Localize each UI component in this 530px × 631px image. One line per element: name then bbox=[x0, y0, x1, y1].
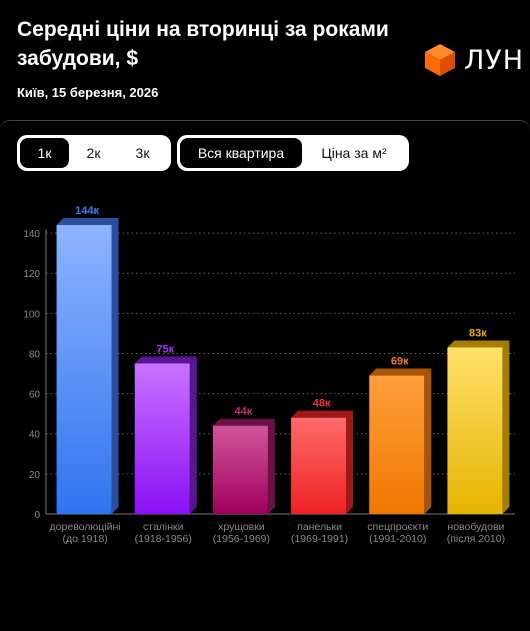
bar-value-label: 75к bbox=[156, 344, 174, 356]
x-category-label: (до 1918) bbox=[62, 533, 107, 545]
bar bbox=[447, 347, 503, 514]
x-category-label: (1918-1956) bbox=[135, 533, 192, 545]
x-category-label: (1969-1991) bbox=[291, 533, 348, 545]
bar-top bbox=[369, 368, 432, 376]
bar-side bbox=[189, 356, 197, 514]
bar bbox=[369, 375, 425, 514]
y-tick-label: 60 bbox=[29, 390, 41, 401]
y-tick-label: 100 bbox=[23, 309, 40, 320]
x-category-label: (1991-2010) bbox=[369, 533, 426, 545]
x-category-label: хрущовки bbox=[218, 521, 265, 533]
y-tick-label: 120 bbox=[23, 269, 40, 280]
rooms-option-2[interactable]: 2к bbox=[86, 145, 101, 161]
rooms-selector: 1к 2к 3к bbox=[17, 135, 171, 171]
bar-side bbox=[267, 418, 275, 514]
bar-top bbox=[447, 340, 510, 348]
bar-top bbox=[212, 418, 275, 426]
y-tick-label: 0 bbox=[34, 510, 40, 521]
bar-chart: 0 20 40 60 80 100 120 140 144к дореволюційні(до 1… bbox=[23, 205, 515, 545]
bar-side bbox=[502, 340, 510, 514]
y-tick-label: 140 bbox=[23, 229, 40, 240]
bar-value-label: 44к bbox=[235, 406, 253, 418]
y-tick-label: 20 bbox=[29, 470, 41, 481]
bar-top bbox=[134, 356, 197, 364]
bar-side bbox=[111, 218, 119, 514]
bar-value-label: 69к bbox=[391, 356, 409, 368]
bar bbox=[212, 425, 268, 514]
bar-top bbox=[56, 218, 119, 226]
mode-option-whole[interactable]: Вся квартира bbox=[180, 138, 302, 168]
bar-side bbox=[346, 410, 354, 514]
bar-value-label: 83к bbox=[469, 327, 487, 339]
lun-logo: ЛУН bbox=[424, 42, 524, 78]
bar-top bbox=[291, 410, 354, 418]
page-title: Середні ціни на вторинці за роками забуд… bbox=[17, 18, 389, 70]
x-category-label: спецпроєкти bbox=[367, 521, 428, 533]
bar bbox=[134, 363, 190, 514]
x-category-label: сталінки bbox=[143, 521, 184, 533]
cube-logo-icon bbox=[425, 44, 455, 76]
x-category-label: панельки bbox=[297, 521, 342, 533]
price-mode-selector: Вся квартира Ціна за м² bbox=[177, 135, 409, 171]
bar-value-label: 48к bbox=[313, 398, 331, 410]
bar bbox=[56, 225, 112, 514]
rooms-option-1[interactable]: 1к bbox=[20, 138, 69, 168]
x-category-label: (після 2010) bbox=[447, 533, 505, 545]
header: Середні ціни на вторинці за роками забуд… bbox=[0, 0, 530, 118]
y-tick-label: 80 bbox=[29, 349, 41, 360]
y-tick-label: 40 bbox=[29, 430, 41, 441]
date-subtitle: Київ, 15 березня, 2026 bbox=[17, 85, 159, 100]
rooms-option-3[interactable]: 3к bbox=[135, 145, 150, 161]
bar-side bbox=[424, 368, 432, 514]
x-category-label: (1956-1969) bbox=[213, 533, 270, 545]
x-category-label: новобудови bbox=[447, 521, 504, 533]
x-category-label: дореволюційні bbox=[50, 521, 121, 533]
logo-text: ЛУН bbox=[464, 44, 525, 76]
mode-option-per-m2[interactable]: Ціна за м² bbox=[321, 145, 387, 161]
bar bbox=[291, 417, 347, 514]
bar-value-label: 144к bbox=[75, 205, 99, 217]
